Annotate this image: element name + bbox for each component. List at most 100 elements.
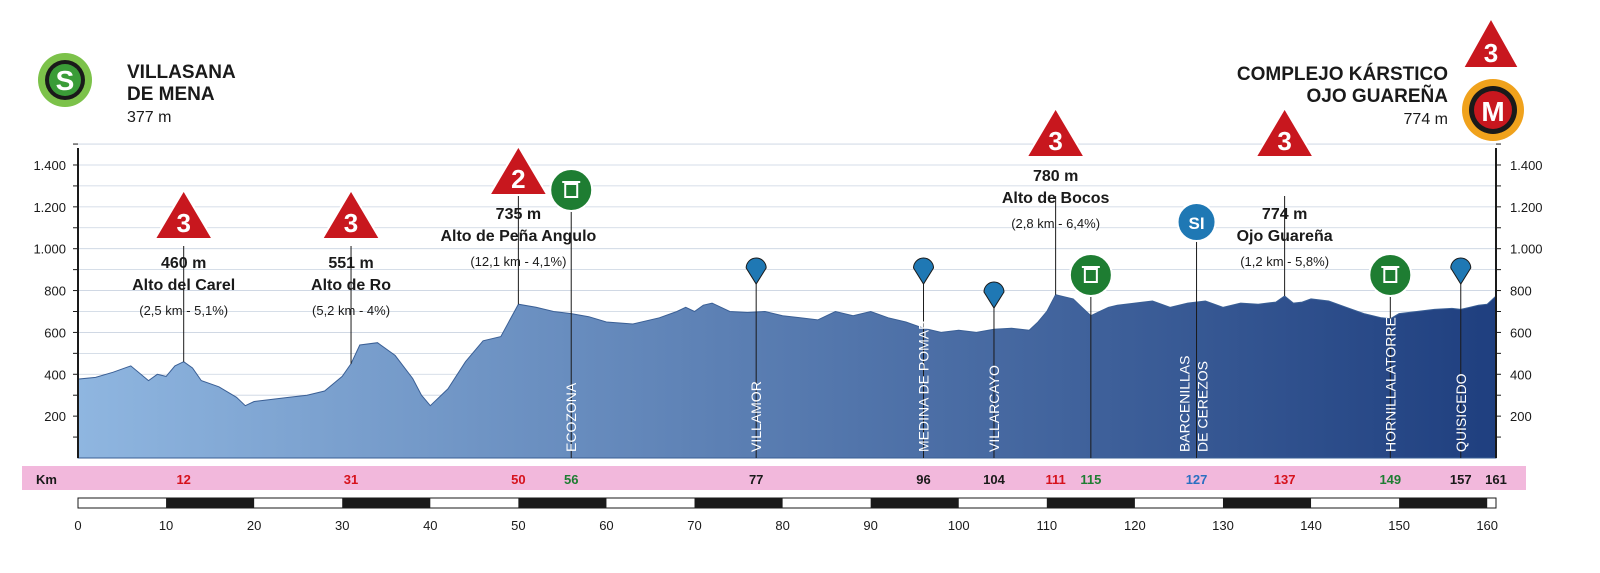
scale-bar-segment (518, 498, 607, 508)
map-pin-icon (745, 257, 767, 285)
km-mark: 115 (1080, 472, 1101, 487)
y-tick-label-right: 1.200 (1510, 200, 1543, 215)
km-band-title: Km (36, 472, 57, 487)
town-pin (983, 281, 1005, 309)
x-tick-label: 160 (1476, 518, 1498, 533)
sprint-marker: SI (1176, 202, 1217, 242)
sprint-label-line1: BARCENILLAS (1177, 356, 1193, 452)
category-number: 3 (1048, 126, 1062, 156)
km-mark: 56 (564, 472, 578, 487)
km-mark: 104 (983, 472, 1005, 487)
town-labels: ECOZONA HORNILLALATORRE BARCENILLAS DE CERE… (563, 317, 1469, 452)
trash-icon (1083, 268, 1098, 283)
y-tick-label-left: 600 (44, 325, 66, 340)
finish-category-number: 3 (1484, 38, 1498, 68)
climb-name: Alto de Bocos (1002, 190, 1110, 207)
scale-bar-segment (694, 498, 783, 508)
y-tick-label-left: 1.400 (33, 158, 66, 173)
x-tick-label: 20 (247, 518, 261, 533)
km-mark: 161 (1485, 472, 1507, 487)
distance-scale: 0 10 20 30 40 50 60 70 80 90 100 110 120 130 140 150 160 (74, 497, 1498, 533)
km-mark: 157 (1450, 472, 1472, 487)
climb-marker-3: 2 735 m Alto de Peña Angulo (12,1 km - 4,1%… (440, 144, 597, 269)
km-mark: 127 (1186, 472, 1208, 487)
x-tick-label: 30 (335, 518, 349, 533)
ecozone-marker (1368, 253, 1413, 297)
x-tick-label: 110 (1036, 518, 1057, 533)
km-band-marks: 12 31 50 56 77 96 104 111 115 127 137 149 157 161 (176, 472, 1506, 487)
y-axis-right: 200 400 600 800 1.000 1.200 1.400 (1495, 143, 1543, 458)
scale-bar-outline (77, 497, 1497, 509)
category-triangle (152, 188, 215, 240)
town-label: QUISICEDO (1453, 373, 1469, 452)
x-tick-label: 120 (1124, 518, 1146, 533)
finish-block: 3 M COMPLEJO KÁRSTICO OJO GUAREÑA 774 m (1237, 15, 1524, 141)
town-label: VILLAMOR (748, 381, 764, 452)
climb-marker-4: 3 780 m Alto de Bocos (2,8 km - 6,4%) (1002, 106, 1110, 231)
y-tick-label-left: 200 (44, 409, 66, 424)
start-name-line2: DE MENA (127, 84, 215, 105)
km-mark: 137 (1274, 472, 1296, 487)
climb-altitude: 460 m (161, 255, 206, 272)
finish-badge-inner (1474, 91, 1512, 129)
climb-name: Ojo Guareña (1237, 228, 1333, 245)
scale-bar-segment (1222, 498, 1312, 508)
climb-detail: (5,2 km - 4%) (312, 303, 390, 318)
y-tick-label-right: 1.400 (1510, 158, 1543, 173)
trash-icon (564, 183, 579, 198)
start-badge-letter: S (56, 65, 75, 96)
x-tick-label: 100 (948, 518, 970, 533)
category-triangle (1253, 106, 1316, 158)
ecozone-marker (1068, 253, 1113, 297)
ecozone-label: ECOZONA (563, 382, 579, 452)
category-number: 3 (344, 208, 358, 238)
climb-name: Alto del Carel (132, 277, 235, 294)
scale-bar-segment (870, 498, 959, 508)
x-tick-label: 70 (687, 518, 701, 533)
km-band: Km 12 31 50 56 77 96 104 111 115 127 137 149 157 161 (22, 466, 1526, 490)
start-badge-inner (49, 64, 81, 96)
km-mark: 31 (344, 472, 358, 487)
start-altitude: 377 m (127, 109, 171, 126)
y-tick-label-left: 400 (44, 367, 66, 382)
ecozone-marker (549, 168, 594, 212)
x-tick-label: 130 (1212, 518, 1234, 533)
category-triangle (320, 188, 382, 240)
x-tick-label: 10 (159, 518, 173, 533)
elevation-profile-area (77, 294, 1497, 459)
town-label: MEDINA DE POMAR (916, 320, 932, 452)
category-number: 3 (1277, 126, 1291, 156)
ecozone-badge (1068, 253, 1113, 297)
climb-altitude: 551 m (328, 255, 373, 272)
climb-detail: (12,1 km - 4,1%) (470, 254, 566, 269)
finish-badge-letter: M (1481, 96, 1504, 127)
finish-category-triangle (1461, 15, 1521, 69)
km-mark: 96 (916, 472, 930, 487)
town-label: VILLARCAYO (986, 365, 1002, 452)
finish-name-line2: OJO GUAREÑA (1307, 85, 1449, 107)
climb-markers: 3 460 m Alto del Carel (2,5 km - 5,1%) 3 551 … (132, 106, 1333, 318)
km-mark: 149 (1379, 472, 1401, 487)
climb-altitude: 780 m (1033, 168, 1078, 185)
km-band-background (22, 466, 1526, 490)
trash-icon (1383, 268, 1398, 283)
climb-name: Alto de Peña Angulo (440, 228, 596, 245)
y-tick-label-left: 800 (44, 284, 66, 299)
ecozone-badge (1368, 253, 1413, 297)
climb-marker-1: 3 460 m Alto del Carel (2,5 km - 5,1%) (132, 188, 235, 318)
km-mark: 50 (511, 472, 525, 487)
x-tick-label: 60 (599, 518, 613, 533)
scale-bar-segment (342, 498, 431, 508)
climb-detail: (2,5 km - 5,1%) (139, 303, 228, 318)
y-tick-label-right: 400 (1510, 367, 1532, 382)
climb-name: Alto de Ro (311, 277, 391, 294)
x-tick-label: 0 (74, 518, 81, 533)
town-pin (913, 257, 935, 285)
category-triangle (487, 144, 550, 196)
town-pin (1450, 257, 1472, 285)
map-pin-icon (913, 257, 935, 285)
ecozone-label: HORNILLALATORRE (1382, 317, 1398, 452)
y-tick-label-right: 1.000 (1510, 242, 1543, 257)
climb-altitude: 735 m (496, 206, 541, 223)
